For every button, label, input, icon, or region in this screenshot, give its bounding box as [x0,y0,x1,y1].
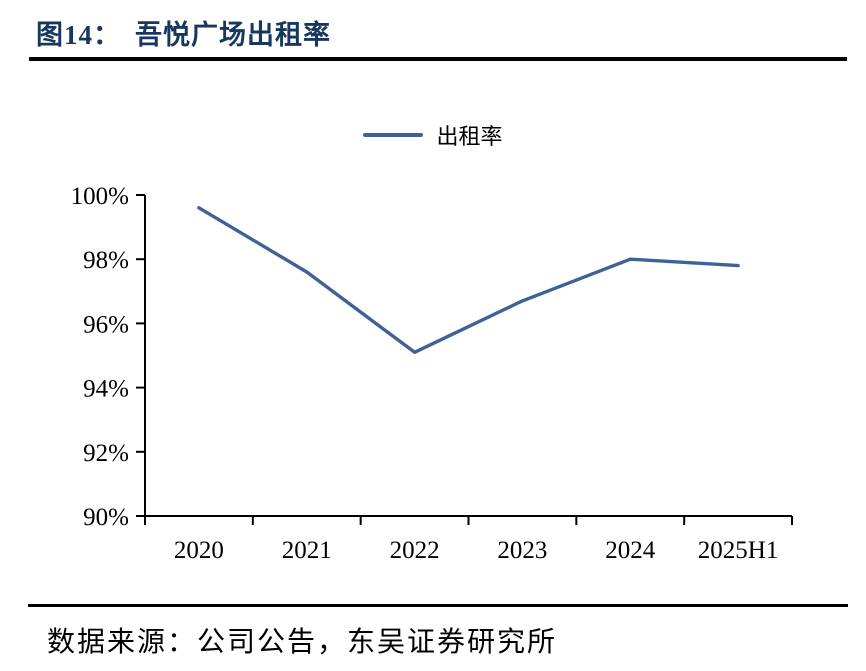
y-tick-label: 94% [83,376,129,403]
figure-number: 图14： [36,20,121,50]
footer-divider [28,604,848,607]
x-tick-label: 2025H1 [698,537,779,564]
chart-legend: 出租率 [0,119,866,151]
x-tick-label: 2023 [497,537,547,564]
legend-line-marker [363,133,424,137]
y-tick-label: 98% [83,247,129,274]
legend-label: 出租率 [436,124,503,149]
y-tick-label: 90% [83,504,129,531]
y-tick-label: 96% [83,311,129,338]
figure-name: 吾悦广场出租率 [135,20,331,50]
x-tick-label: 2024 [605,537,656,564]
title-divider [29,57,847,61]
series-line-occupancy [197,206,740,354]
x-tick-label: 2021 [282,537,332,564]
data-source: 数据来源：公司公告，东吴证券研究所 [47,627,558,658]
x-tick-label: 2022 [390,537,440,564]
x-tick-label: 2020 [174,537,224,564]
figure-title: 图14： 吾悦广场出租率 [36,13,331,52]
y-tick-label: 92% [83,440,129,467]
y-tick-label: 100% [71,183,129,210]
